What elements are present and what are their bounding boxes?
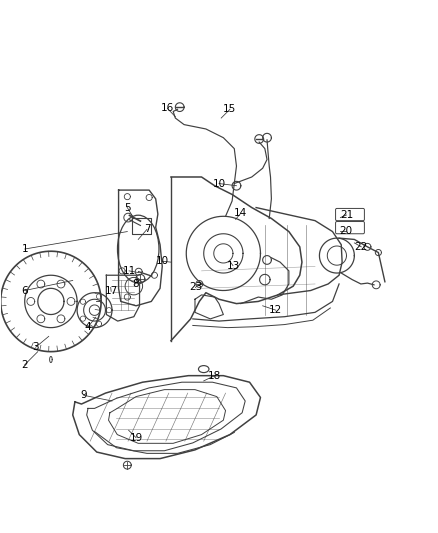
Text: 1: 1 xyxy=(21,244,28,254)
Text: 18: 18 xyxy=(208,370,221,381)
Text: 13: 13 xyxy=(226,261,240,271)
Text: 14: 14 xyxy=(234,208,247,218)
Text: 12: 12 xyxy=(269,305,283,315)
Text: 3: 3 xyxy=(32,342,39,352)
Text: 17: 17 xyxy=(105,286,118,296)
Text: 5: 5 xyxy=(124,203,131,213)
Text: 15: 15 xyxy=(223,104,237,114)
Text: 4: 4 xyxy=(85,322,92,332)
Text: 8: 8 xyxy=(132,279,138,289)
Text: 23: 23 xyxy=(189,282,202,293)
Text: 9: 9 xyxy=(80,390,87,400)
Text: 16: 16 xyxy=(161,103,174,114)
Text: 22: 22 xyxy=(355,242,368,252)
Text: 19: 19 xyxy=(129,433,143,442)
Text: 10: 10 xyxy=(155,256,169,266)
Text: 6: 6 xyxy=(21,286,28,295)
Text: 7: 7 xyxy=(144,224,150,235)
Text: 10: 10 xyxy=(212,179,226,189)
Text: 21: 21 xyxy=(340,210,353,220)
Text: 20: 20 xyxy=(339,225,352,236)
Text: 11: 11 xyxy=(123,266,136,276)
Text: 2: 2 xyxy=(21,360,28,370)
